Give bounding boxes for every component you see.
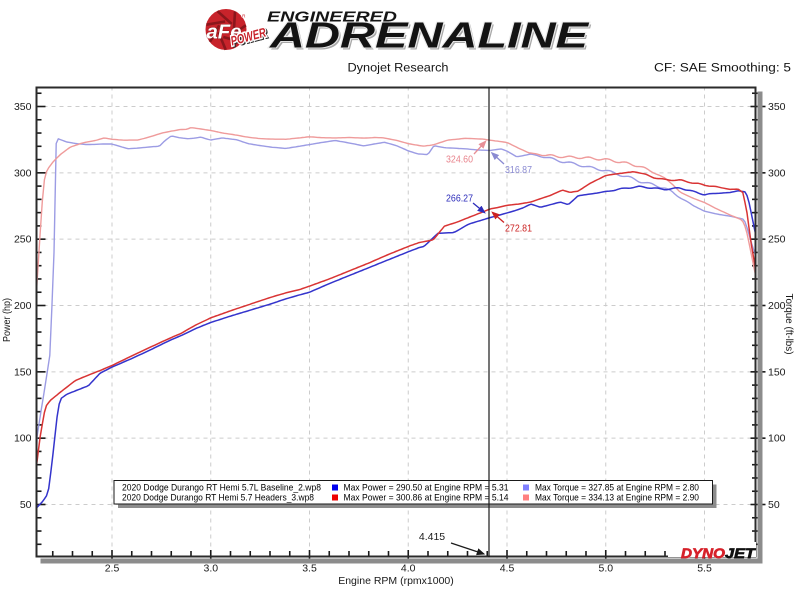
svg-text:3.0: 3.0 bbox=[203, 563, 218, 575]
svg-text:Max Torque = 327.85 at Engine: Max Torque = 327.85 at Engine RPM = 2.80 bbox=[535, 483, 699, 493]
svg-text:3.5: 3.5 bbox=[302, 563, 317, 575]
svg-text:Max Power = 290.50 at Engine R: Max Power = 290.50 at Engine RPM = 5.31 bbox=[344, 483, 509, 493]
svg-text:50: 50 bbox=[20, 499, 32, 511]
svg-text:Torque (ft-lbs): Torque (ft-lbs) bbox=[783, 294, 794, 355]
svg-text:100: 100 bbox=[14, 433, 32, 445]
svg-text:4.5: 4.5 bbox=[500, 563, 515, 575]
svg-text:2020 Dodge Durango RT Hemi 5.7: 2020 Dodge Durango RT Hemi 5.7L Baseline… bbox=[122, 483, 321, 493]
svg-text:316.87: 316.87 bbox=[505, 165, 532, 176]
svg-text:ENGINEERED: ENGINEERED bbox=[267, 10, 398, 26]
svg-text:CF: SAE Smoothing: 5: CF: SAE Smoothing: 5 bbox=[654, 61, 791, 75]
svg-text:Dynojet Research: Dynojet Research bbox=[348, 61, 449, 75]
svg-text:aFe: aFe bbox=[207, 21, 242, 44]
svg-text:200: 200 bbox=[768, 300, 786, 312]
svg-text:300: 300 bbox=[768, 167, 786, 179]
svg-text:150: 150 bbox=[768, 366, 786, 378]
svg-text:50: 50 bbox=[768, 499, 780, 511]
svg-text:Power (hp): Power (hp) bbox=[2, 298, 13, 342]
svg-text:JET: JET bbox=[725, 545, 757, 561]
svg-text:300: 300 bbox=[14, 167, 32, 179]
svg-text:2020 Dodge Durango RT Hemi 5.7: 2020 Dodge Durango RT Hemi 5.7 Headers_3… bbox=[122, 493, 314, 503]
svg-text:DYNO: DYNO bbox=[681, 545, 725, 561]
svg-text:324.60: 324.60 bbox=[446, 155, 473, 166]
svg-text:R: R bbox=[242, 14, 246, 19]
svg-text:150: 150 bbox=[14, 366, 32, 378]
svg-text:5.0: 5.0 bbox=[598, 563, 613, 575]
svg-text:350: 350 bbox=[768, 101, 786, 113]
svg-text:Max Power = 300.86 at Engine R: Max Power = 300.86 at Engine RPM = 5.14 bbox=[344, 493, 509, 503]
svg-text:Engine RPM (rpmx1000): Engine RPM (rpmx1000) bbox=[338, 575, 454, 587]
svg-text:200: 200 bbox=[14, 300, 32, 312]
svg-text:4.0: 4.0 bbox=[401, 563, 416, 575]
svg-text:5.5: 5.5 bbox=[697, 563, 712, 575]
svg-text:350: 350 bbox=[14, 101, 32, 113]
svg-text:ADRENALINE: ADRENALINE bbox=[269, 15, 590, 56]
svg-text:4.415: 4.415 bbox=[419, 531, 445, 543]
svg-text:2.5: 2.5 bbox=[105, 563, 120, 575]
svg-text:250: 250 bbox=[14, 234, 32, 246]
svg-text:100: 100 bbox=[768, 433, 786, 445]
svg-text:266.27: 266.27 bbox=[446, 194, 473, 205]
svg-text:272.81: 272.81 bbox=[505, 224, 532, 235]
svg-text:Max Torque = 334.13 at Engine: Max Torque = 334.13 at Engine RPM = 2.90 bbox=[535, 493, 699, 503]
svg-text:250: 250 bbox=[768, 234, 786, 246]
svg-text:ADRENALINE: ADRENALINE bbox=[271, 17, 592, 58]
